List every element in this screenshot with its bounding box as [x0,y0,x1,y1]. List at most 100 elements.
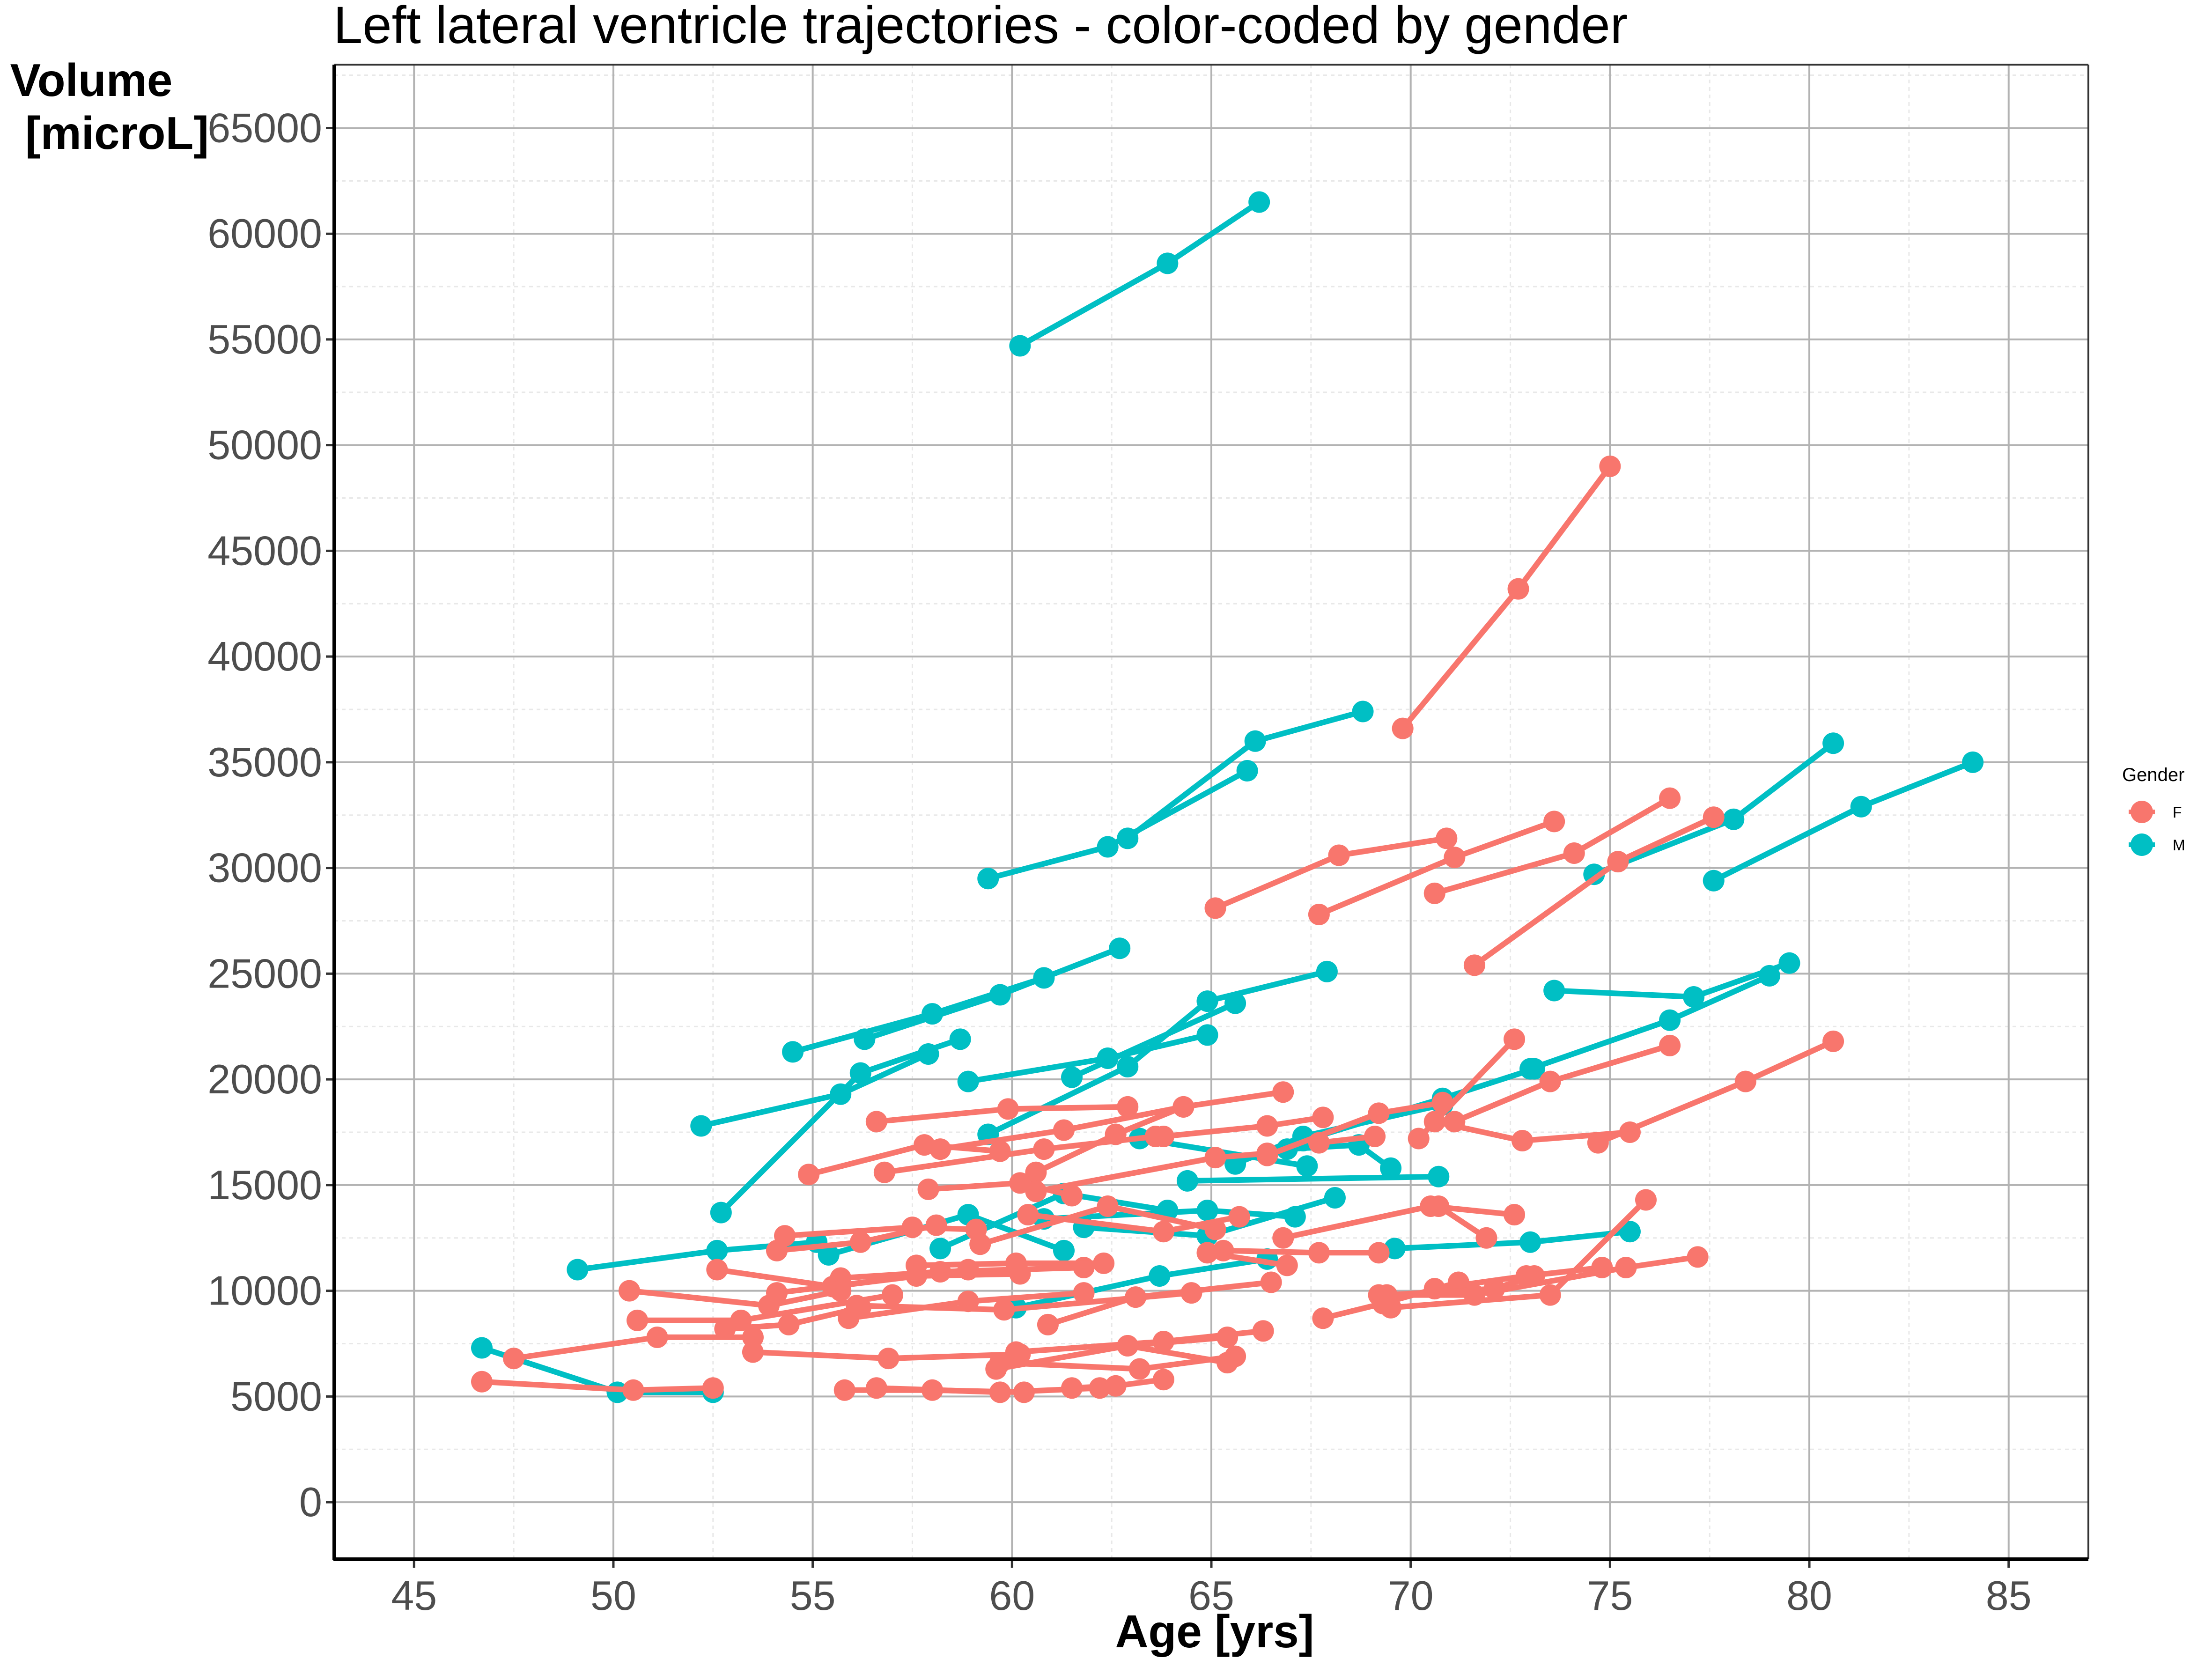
data-point [929,1238,951,1260]
trajectory-M [1703,751,1984,892]
trajectory-line [937,1089,1286,1152]
trajectory-F [1444,1034,1681,1133]
data-point [1431,1091,1453,1113]
data-point [690,1115,712,1137]
data-point [1515,1265,1537,1287]
data-point [873,1161,895,1183]
data-point [818,1244,840,1266]
trajectory-M [1009,191,1270,357]
data-point [1053,1239,1075,1261]
data-point [849,1297,871,1319]
data-point [567,1259,589,1281]
data-point [914,1134,936,1156]
data-point [1025,1180,1047,1202]
data-point [877,1348,900,1370]
data-point [710,1202,732,1224]
trajectory-F [1308,811,1565,925]
legend-label: F [2173,804,2182,821]
data-point [989,984,1011,1006]
data-point [1236,759,1258,782]
trajectory-M [854,937,1131,1050]
data-point [1228,1206,1250,1228]
data-point [1244,730,1266,752]
trajectory-F [1423,787,1681,904]
data-point [1017,1204,1039,1226]
chart-title: Left lateral ventricle trajectories - co… [333,0,1628,54]
trajectory-F [471,1371,724,1401]
data-point [865,1377,887,1399]
data-point [766,1282,788,1304]
data-point [1224,992,1246,1014]
x-tick-label: 50 [590,1572,636,1619]
data-point [1519,1058,1541,1080]
data-point [905,1265,927,1287]
x-tick-label: 75 [1587,1572,1633,1619]
trajectory-F [865,1096,1139,1133]
data-point [1073,1256,1095,1278]
data-point [1061,1066,1083,1088]
data-point [1117,1335,1139,1357]
data-point [917,1043,939,1065]
data-point [1683,986,1705,1008]
data-point [1176,1170,1198,1192]
data-point [917,1178,939,1200]
data-point [1117,1096,1139,1118]
x-tick-labels: 45 50 55 60 65 70 75 80 85 [391,1572,2031,1619]
y-tick-label: 15000 [207,1162,322,1208]
legend: Gender FM [2122,765,2185,856]
data-point [1504,1204,1526,1226]
data-point [1723,808,1745,830]
data-point [1097,1195,1119,1217]
data-point [1196,1242,1218,1264]
y-tick-label: 55000 [207,316,322,362]
x-tick-label: 60 [989,1572,1035,1619]
trajectory-F [1428,1195,1497,1249]
trajectory-F [1392,455,1621,739]
legend-title: Gender [2122,765,2184,785]
x-tick-label: 55 [790,1572,836,1619]
x-tick-label: 85 [1986,1572,2032,1619]
data-point [1850,796,1872,818]
trajectory-F [1025,1096,1194,1183]
data-point [1659,1009,1681,1031]
data-point [1659,787,1681,809]
data-point [1352,700,1374,723]
data-point [1444,847,1466,869]
data-point [977,868,999,890]
data-point [1423,1111,1445,1133]
data-point [1109,937,1131,959]
data-point [1256,1144,1278,1166]
data-point [1368,1242,1390,1264]
data-point [1196,1200,1218,1222]
data-point [1328,844,1350,866]
data-point [1507,578,1529,600]
data-point [849,1062,871,1084]
data-point [1272,1227,1294,1249]
data-point [1037,1313,1059,1335]
trajectory-F [1380,1189,1657,1319]
data-point [1061,1185,1083,1207]
data-point [1607,851,1629,873]
data-point [1152,1126,1174,1148]
data-point [1444,1111,1466,1133]
trajectory-M [1061,992,1246,1088]
trajectory-F [917,1172,1083,1207]
data-point [1308,1242,1330,1264]
data-point [503,1348,525,1370]
series-layer [471,191,1984,1403]
data-point [646,1326,668,1348]
data-point [1312,1106,1334,1128]
data-point [1009,335,1031,357]
data-point [1822,732,1844,754]
data-point [1587,1132,1609,1154]
x-axis-label: Age [yrs] [1115,1606,1314,1657]
data-point [1117,1056,1139,1078]
data-point [1475,1227,1497,1249]
y-tick-label: 10000 [207,1268,322,1314]
axes-layer [326,64,2089,1568]
data-point [1256,1115,1278,1137]
data-point [1504,1028,1526,1050]
data-point [1093,1252,1115,1274]
